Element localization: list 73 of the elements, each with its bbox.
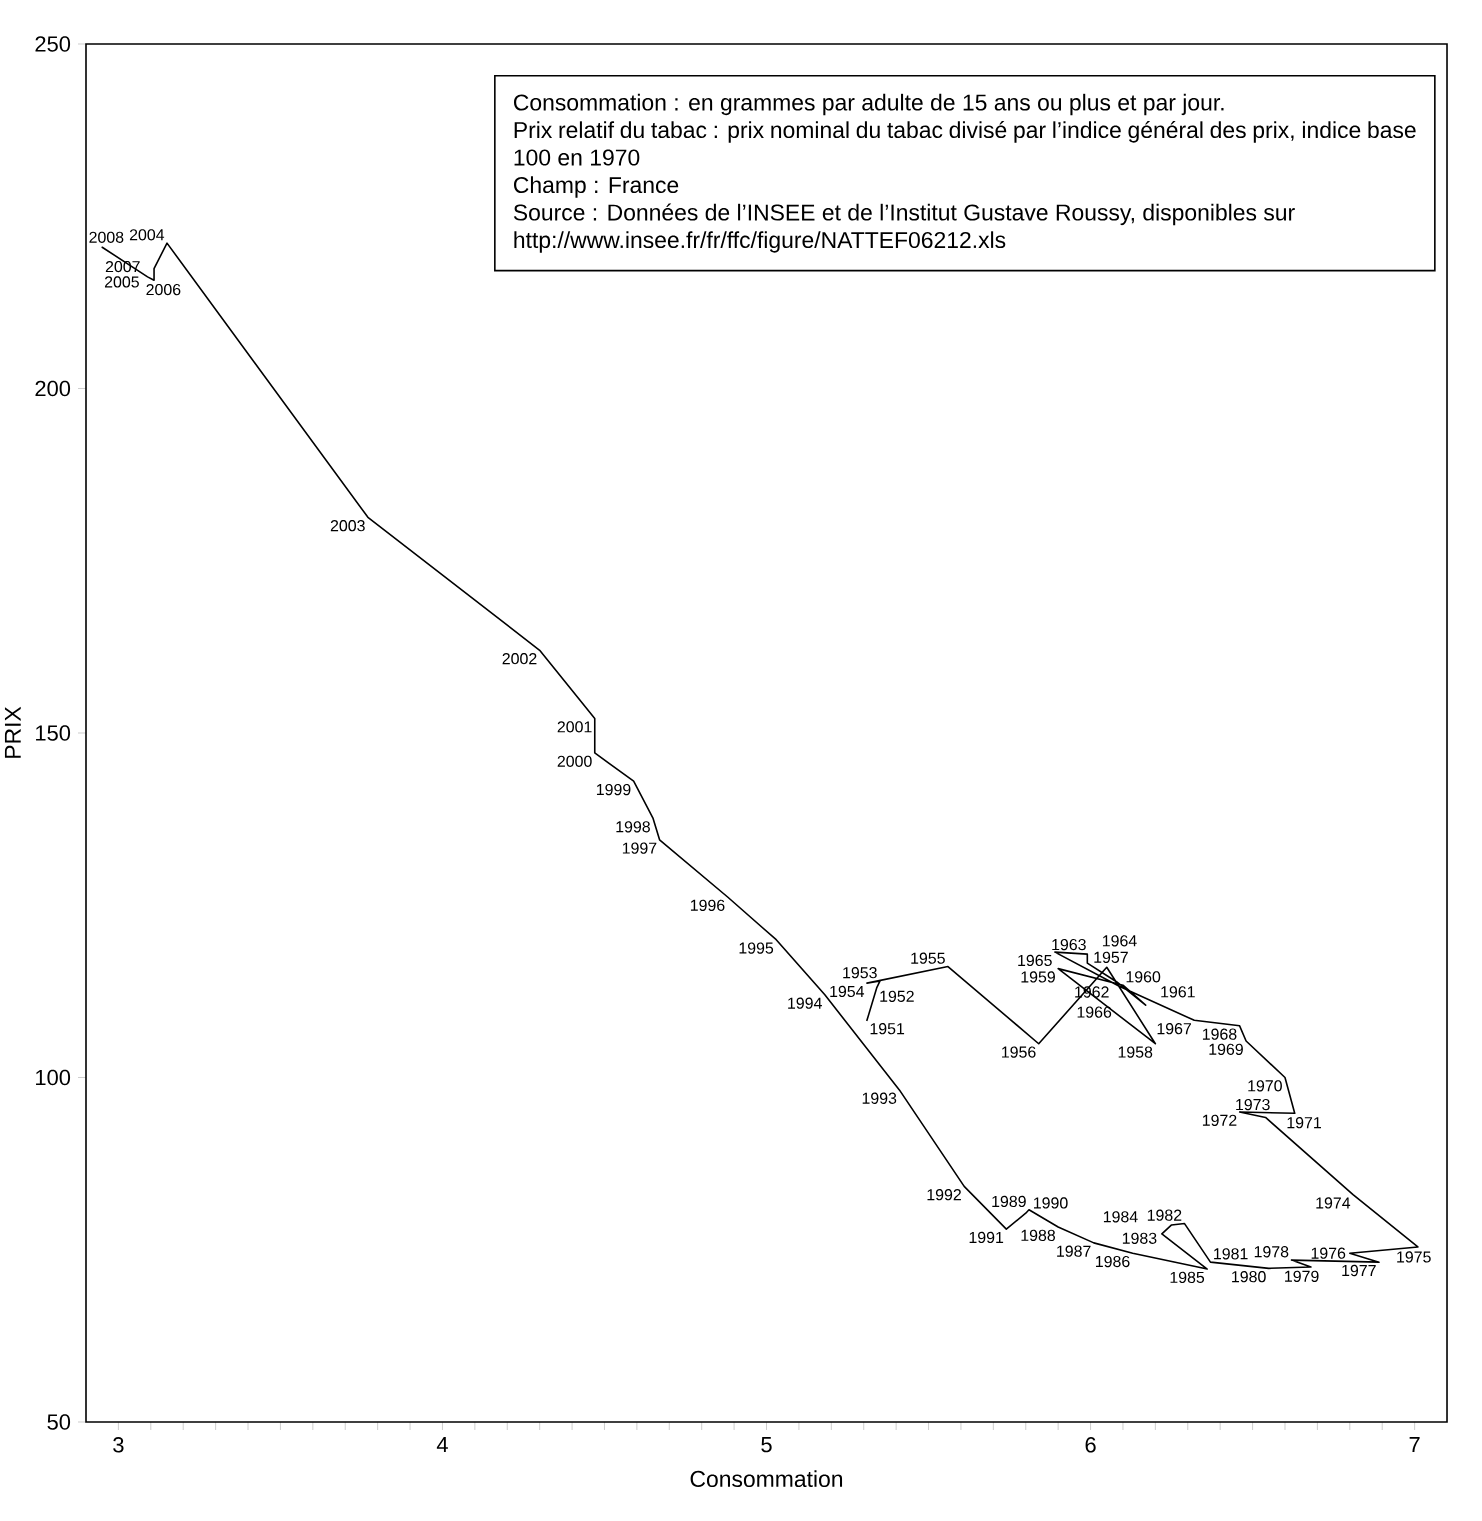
annotation: 1994 bbox=[788, 997, 822, 1009]
annotation: 1952 bbox=[880, 990, 914, 1002]
y-axis-title: PRIX bbox=[4, 706, 21, 758]
annotation: 1978 bbox=[1254, 1246, 1289, 1258]
annotation: 1996 bbox=[690, 899, 725, 911]
annotation: 1969 bbox=[1209, 1043, 1243, 1055]
annotation: 1983 bbox=[1122, 1232, 1157, 1244]
x-tick-label: 6 bbox=[1085, 1437, 1096, 1453]
x-tick-label: 4 bbox=[436, 1437, 448, 1453]
annotation: 1966 bbox=[1077, 1006, 1112, 1018]
x-axis-title: Consommation bbox=[690, 1470, 843, 1488]
annotation: 1988 bbox=[1021, 1229, 1056, 1241]
annotation: 2005 bbox=[104, 276, 139, 288]
annotation: Prix relatif du tabac : prix nominal du tabac divisé par l’indice général des prix, indice base 100 en 1970 bbox=[514, 121, 1416, 166]
annotation: 1972 bbox=[1202, 1114, 1237, 1126]
annotation: 1960 bbox=[1126, 971, 1161, 983]
annotation: Consommation : en grammes par adulte de 15 ans ou plus et par jour. bbox=[513, 93, 1224, 116]
x-tick-label: 5 bbox=[761, 1437, 772, 1453]
annotation: 1993 bbox=[862, 1092, 897, 1104]
annotation: 2000 bbox=[557, 755, 592, 767]
annotation: 1991 bbox=[969, 1231, 1004, 1244]
annotation: 1974 bbox=[1316, 1197, 1351, 1209]
annotation: 2004 bbox=[129, 229, 165, 241]
annotation: 1967 bbox=[1157, 1023, 1192, 1035]
annotation: http://www.insee.fr/fr/ffc/figure/NATTEF06212.xls bbox=[514, 231, 1006, 253]
annotation: 1998 bbox=[616, 821, 650, 833]
annotation: 2001 bbox=[557, 721, 592, 733]
annotation: 1958 bbox=[1118, 1046, 1153, 1058]
annotation: 1975 bbox=[1397, 1251, 1431, 1263]
annotation: 1956 bbox=[1002, 1046, 1036, 1058]
annotation: 1997 bbox=[622, 842, 657, 854]
y-tick-label: 250 bbox=[35, 36, 71, 52]
annotation: 1959 bbox=[1021, 971, 1055, 983]
x-tick-label: 3 bbox=[113, 1437, 124, 1453]
annotation: 1990 bbox=[1034, 1197, 1068, 1209]
annotation: 2002 bbox=[502, 653, 537, 665]
annotation: 1961 bbox=[1161, 986, 1195, 998]
annotation: 1987 bbox=[1057, 1245, 1091, 1257]
annotation: 1953 bbox=[843, 967, 877, 979]
annotation: 1984 bbox=[1103, 1211, 1138, 1223]
annotation: 1992 bbox=[927, 1189, 961, 1201]
annotation: 1995 bbox=[739, 942, 774, 954]
annotation: Champ : France bbox=[513, 176, 679, 198]
y-tick-label: 200 bbox=[35, 380, 71, 397]
annotation: 1999 bbox=[596, 783, 631, 796]
annotation: 1971 bbox=[1287, 1117, 1321, 1129]
annotation: 2008 bbox=[89, 231, 124, 243]
annotation: 2006 bbox=[146, 284, 181, 296]
annotation: 1979 bbox=[1285, 1270, 1319, 1282]
annotation: 1957 bbox=[1094, 951, 1128, 963]
annotation: 1977 bbox=[1342, 1264, 1376, 1277]
y-tick-label: 100 bbox=[36, 1069, 71, 1086]
y-tick-label: 50 bbox=[47, 1414, 71, 1430]
annotation: 1981 bbox=[1214, 1248, 1248, 1260]
y-tick-label: 150 bbox=[36, 725, 71, 741]
annotation: 1963 bbox=[1052, 938, 1086, 951]
annotation: 1968 bbox=[1202, 1028, 1237, 1040]
annotation: 1970 bbox=[1248, 1080, 1282, 1092]
annotation: 1955 bbox=[911, 952, 945, 964]
annotation: 1951 bbox=[870, 1023, 905, 1035]
annotation: 1989 bbox=[992, 1195, 1026, 1208]
annotation: 1982 bbox=[1147, 1209, 1182, 1221]
x-tick-label: 7 bbox=[1409, 1437, 1420, 1453]
annotation: 2003 bbox=[330, 520, 365, 532]
annotation: 1965 bbox=[1018, 954, 1052, 967]
annotation: 1954 bbox=[830, 985, 865, 998]
annotation: 1976 bbox=[1311, 1247, 1346, 1259]
annotation: 1985 bbox=[1170, 1271, 1205, 1284]
annotation: 1964 bbox=[1102, 935, 1137, 947]
annotation: 1973 bbox=[1236, 1098, 1270, 1111]
annotation: 1986 bbox=[1096, 1255, 1130, 1268]
annotation: Source : Données de l’INSEE et de l’Institut Gustave Roussy, disponibles sur bbox=[513, 203, 1295, 226]
annotation: 1980 bbox=[1232, 1271, 1266, 1283]
